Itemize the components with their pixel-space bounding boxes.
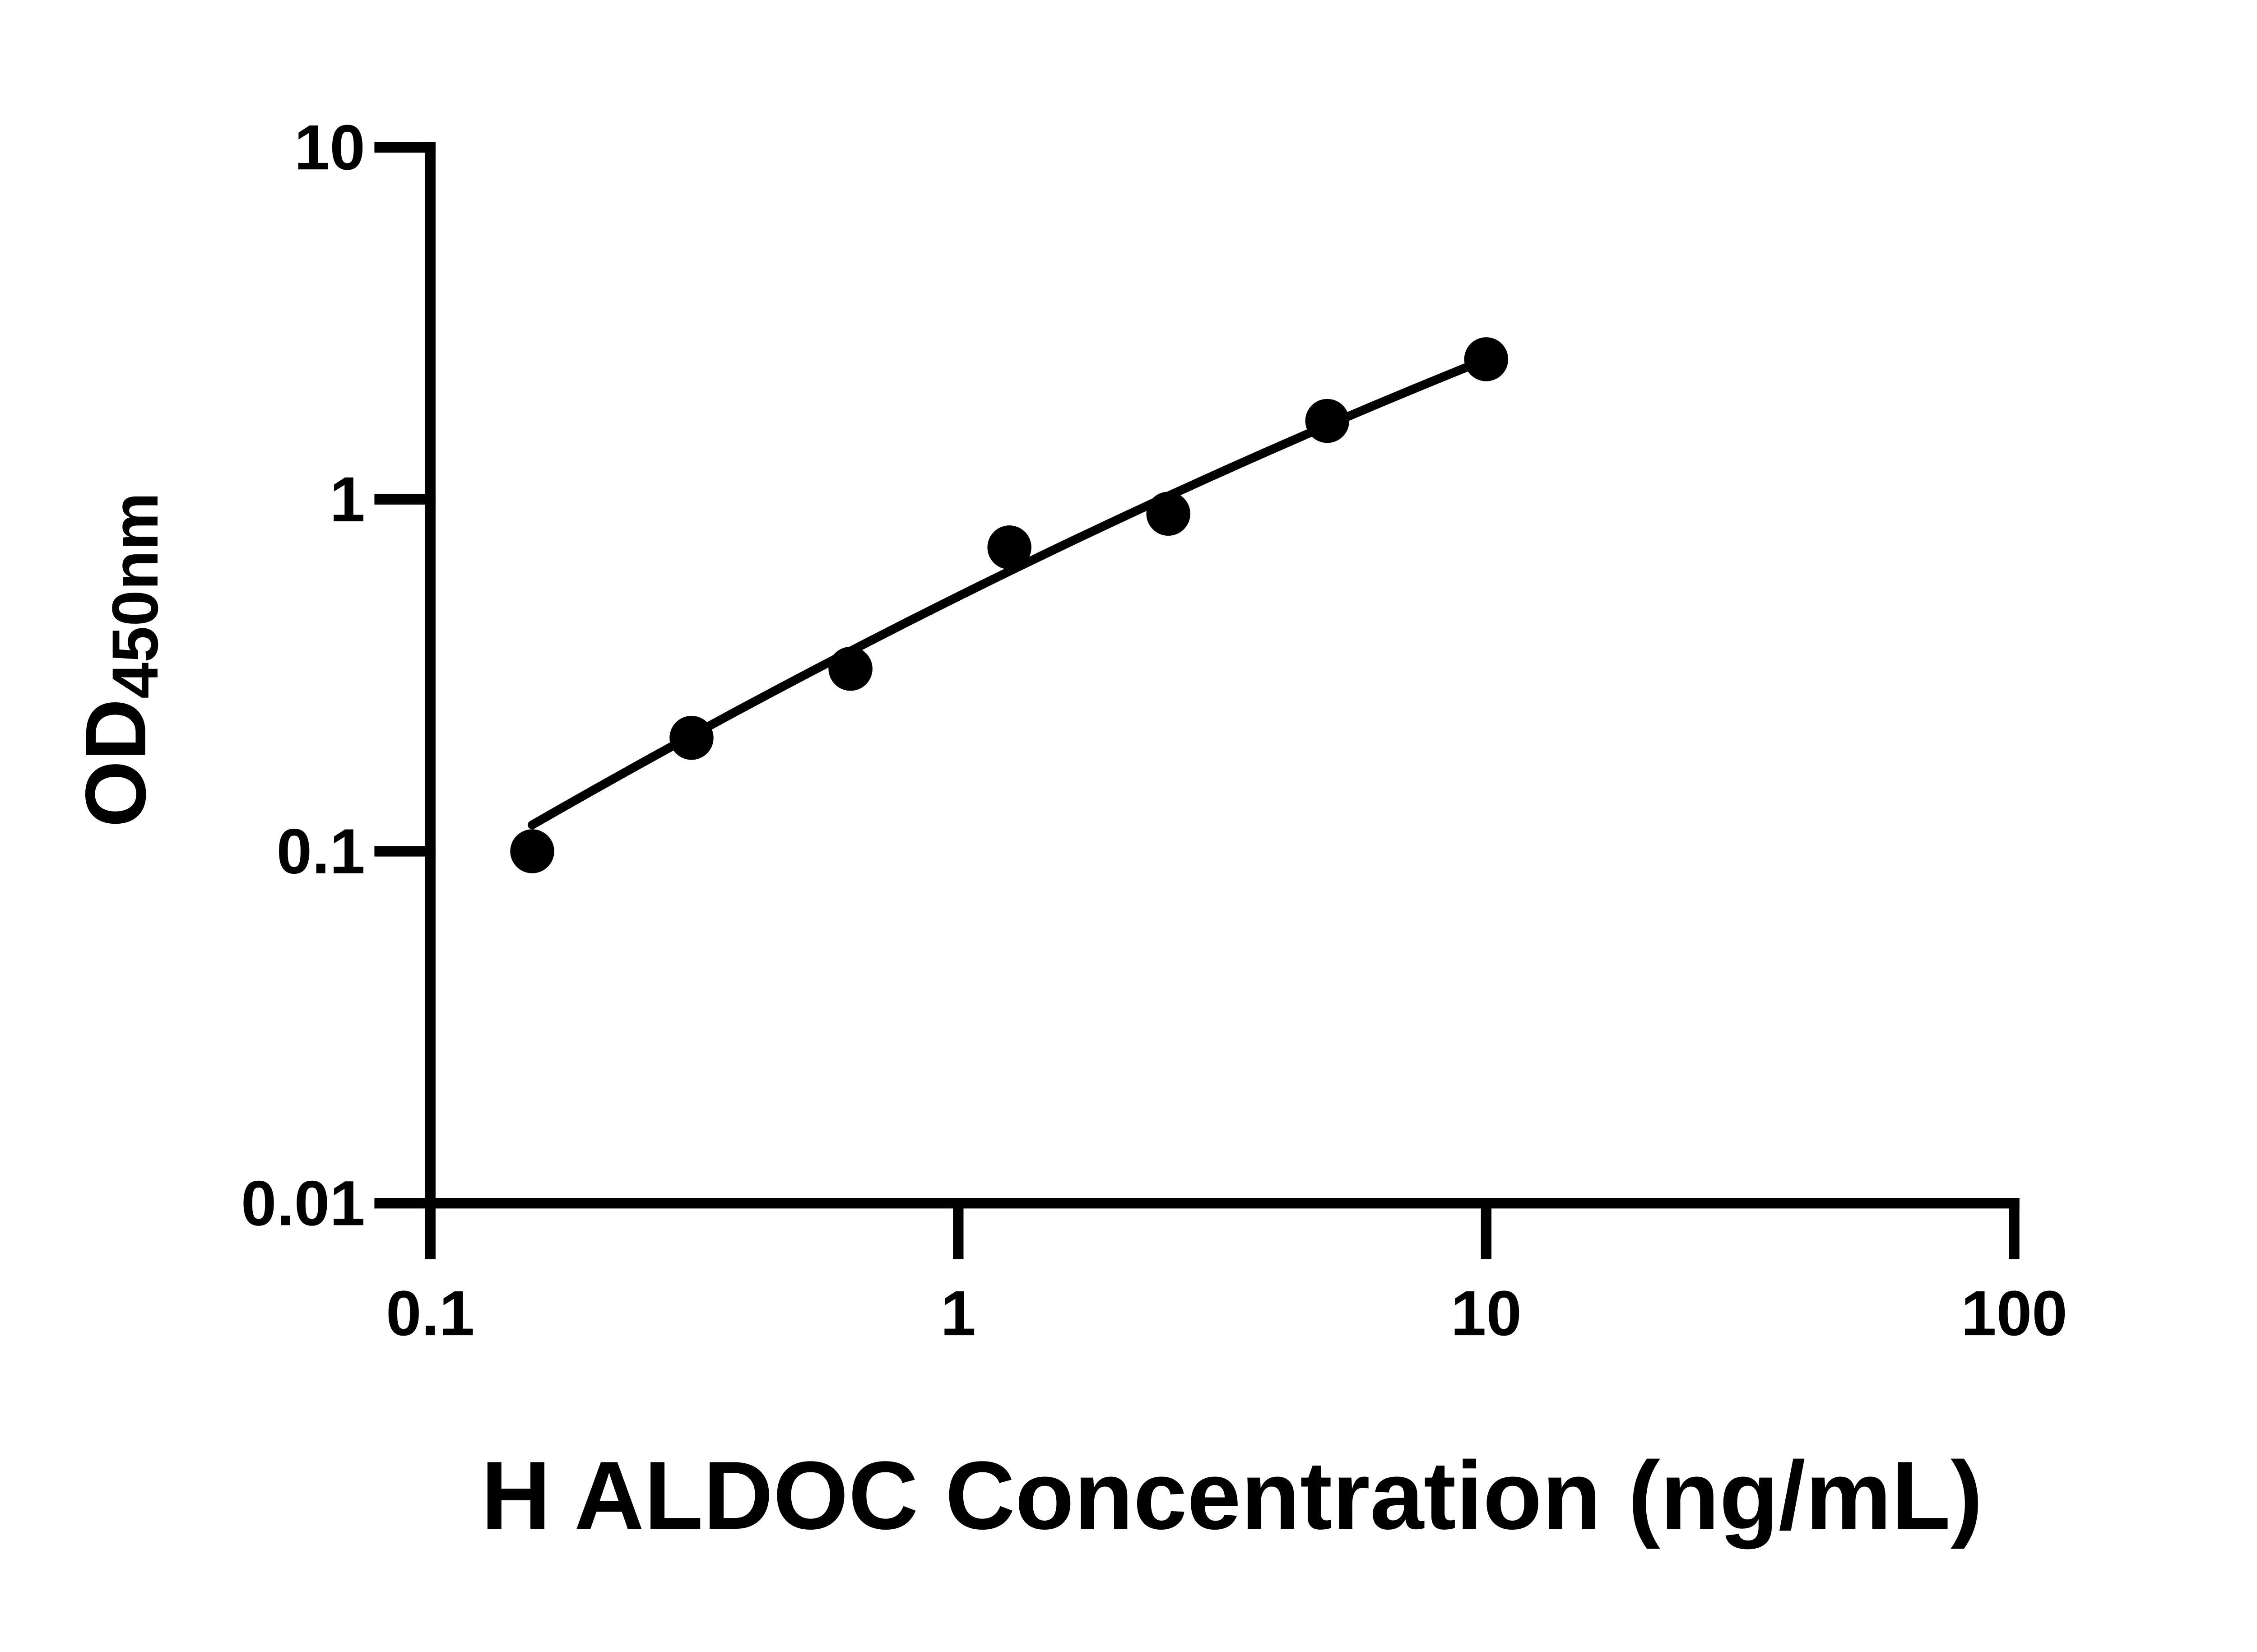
plot-group — [510, 337, 1509, 873]
data-point — [1305, 399, 1350, 443]
y-tick-label: 0.1 — [277, 816, 365, 887]
data-point — [1146, 492, 1190, 536]
ticks-group — [374, 142, 2020, 1259]
x-tick-label: 10 — [1451, 1277, 1522, 1349]
x-tick-label: 0.1 — [386, 1277, 474, 1349]
data-point — [1464, 337, 1509, 381]
x-tick-label: 1 — [941, 1277, 976, 1349]
x-axis-title: H ALDOC Concentration (ng/mL) — [481, 1442, 1983, 1550]
data-point — [987, 525, 1031, 570]
y-tick-label: 10 — [294, 111, 365, 183]
data-point — [510, 829, 554, 873]
elisa-standard-curve-chart: 0.1 1 10 100 0.01 0.1 1 10 H ALDOC Concentratio… — [68, 111, 2067, 1550]
tick-labels-group: 0.1 1 10 100 0.01 0.1 1 10 — [241, 111, 2067, 1349]
figure-container: 0.1 1 10 100 0.01 0.1 1 10 H ALDOC Concentratio… — [68, 111, 2067, 1550]
data-point — [669, 715, 714, 760]
data-point — [828, 646, 873, 691]
y-tick-label: 0.01 — [241, 1167, 365, 1239]
y-axis-title-subscript: 450nm — [98, 492, 172, 699]
x-tick-label: 100 — [1961, 1277, 2067, 1349]
axes-group — [425, 142, 2020, 1209]
y-tick-label: 1 — [330, 464, 365, 535]
y-axis-title-base: OD — [68, 699, 164, 827]
y-axis-title: OD450nm — [68, 492, 172, 827]
